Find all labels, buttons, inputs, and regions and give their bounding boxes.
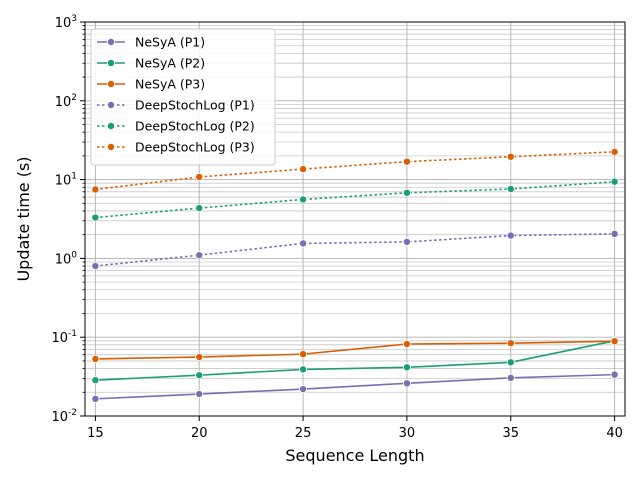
y-tick-label: 100	[55, 250, 78, 267]
legend-entry: DeepStochLog (P2)	[97, 119, 255, 134]
y-tick-label: 10-2	[51, 408, 77, 425]
data-point	[506, 152, 515, 161]
x-tick-label: 35	[502, 426, 519, 441]
legend-marker	[107, 59, 116, 68]
series-group	[91, 147, 619, 403]
data-point	[402, 237, 411, 246]
series-line	[95, 180, 615, 219]
data-point	[299, 385, 308, 394]
x-axis-label: Sequence Length	[285, 446, 424, 465]
legend-label: DeepStochLog (P3)	[135, 140, 255, 155]
data-point	[299, 239, 308, 248]
legend-marker	[107, 38, 116, 47]
data-point	[91, 262, 100, 271]
series-5	[91, 177, 619, 222]
series-line	[95, 233, 615, 267]
data-point	[506, 358, 515, 367]
y-axis-label: Update time (s)	[14, 156, 33, 281]
data-point	[195, 390, 204, 399]
data-point	[91, 394, 100, 403]
x-tick-label: 30	[399, 426, 416, 441]
data-point	[506, 373, 515, 382]
data-point	[299, 365, 308, 374]
legend-label: DeepStochLog (P1)	[135, 98, 255, 113]
legend-entry: NeSyA (P1)	[97, 35, 205, 50]
data-point	[402, 379, 411, 388]
legend-entry: DeepStochLog (P3)	[97, 140, 255, 155]
data-point	[610, 337, 619, 346]
data-point	[195, 204, 204, 213]
data-point	[506, 184, 515, 193]
data-point	[299, 195, 308, 204]
data-point	[506, 231, 515, 240]
series-3	[91, 337, 619, 363]
legend-marker	[107, 101, 116, 110]
y-tick-label: 103	[55, 14, 77, 31]
data-point	[195, 172, 204, 181]
y-tick-label: 101	[55, 172, 77, 189]
legend-label: NeSyA (P1)	[135, 35, 205, 50]
series-line	[95, 340, 615, 381]
x-tick-label: 15	[87, 426, 104, 441]
series-4	[91, 229, 619, 271]
data-point	[402, 363, 411, 372]
y-axis: 10-2 10-1 100 101 102 103	[51, 14, 85, 425]
legend-box	[90, 28, 276, 166]
legend-entry: NeSyA (P2)	[97, 56, 205, 71]
legend-label: NeSyA (P2)	[135, 56, 205, 71]
series-1	[91, 370, 619, 403]
legend-marker	[107, 122, 116, 131]
data-point	[402, 188, 411, 197]
data-point	[299, 165, 308, 174]
series-2	[91, 336, 619, 385]
data-point	[610, 177, 619, 186]
data-point	[402, 339, 411, 348]
series-line	[95, 373, 615, 400]
grid	[85, 21, 625, 417]
x-tick-label: 40	[606, 426, 623, 441]
data-point	[91, 185, 100, 194]
series-6	[91, 147, 619, 194]
series-line	[95, 151, 615, 191]
data-point	[299, 350, 308, 359]
x-axis: 15 20 25 30 35 40	[87, 416, 623, 441]
legend-label: NeSyA (P3)	[135, 77, 205, 92]
data-point	[195, 251, 204, 260]
legend-entry: DeepStochLog (P1)	[97, 98, 255, 113]
series-line	[95, 340, 615, 360]
data-point	[195, 353, 204, 362]
data-point	[610, 229, 619, 238]
legend-label: DeepStochLog (P2)	[135, 119, 255, 134]
data-point	[402, 157, 411, 166]
data-point	[506, 339, 515, 348]
legend-marker	[107, 80, 116, 89]
y-tick-label: 102	[55, 93, 77, 110]
legend: NeSyA (P1) NeSyA (P2) NeSyA (P3) DeepStochL…	[90, 28, 276, 166]
legend-marker	[107, 142, 116, 151]
x-tick-label: 20	[191, 426, 208, 441]
data-point	[91, 354, 100, 363]
data-point	[195, 371, 204, 380]
x-tick-label: 25	[295, 426, 312, 441]
legend-entry: NeSyA (P3)	[97, 77, 205, 92]
y-tick-label: 10-1	[51, 329, 77, 346]
data-point	[610, 370, 619, 379]
data-point	[610, 147, 619, 156]
plot-frame	[84, 21, 626, 417]
data-point	[91, 376, 100, 385]
data-point	[91, 213, 100, 222]
